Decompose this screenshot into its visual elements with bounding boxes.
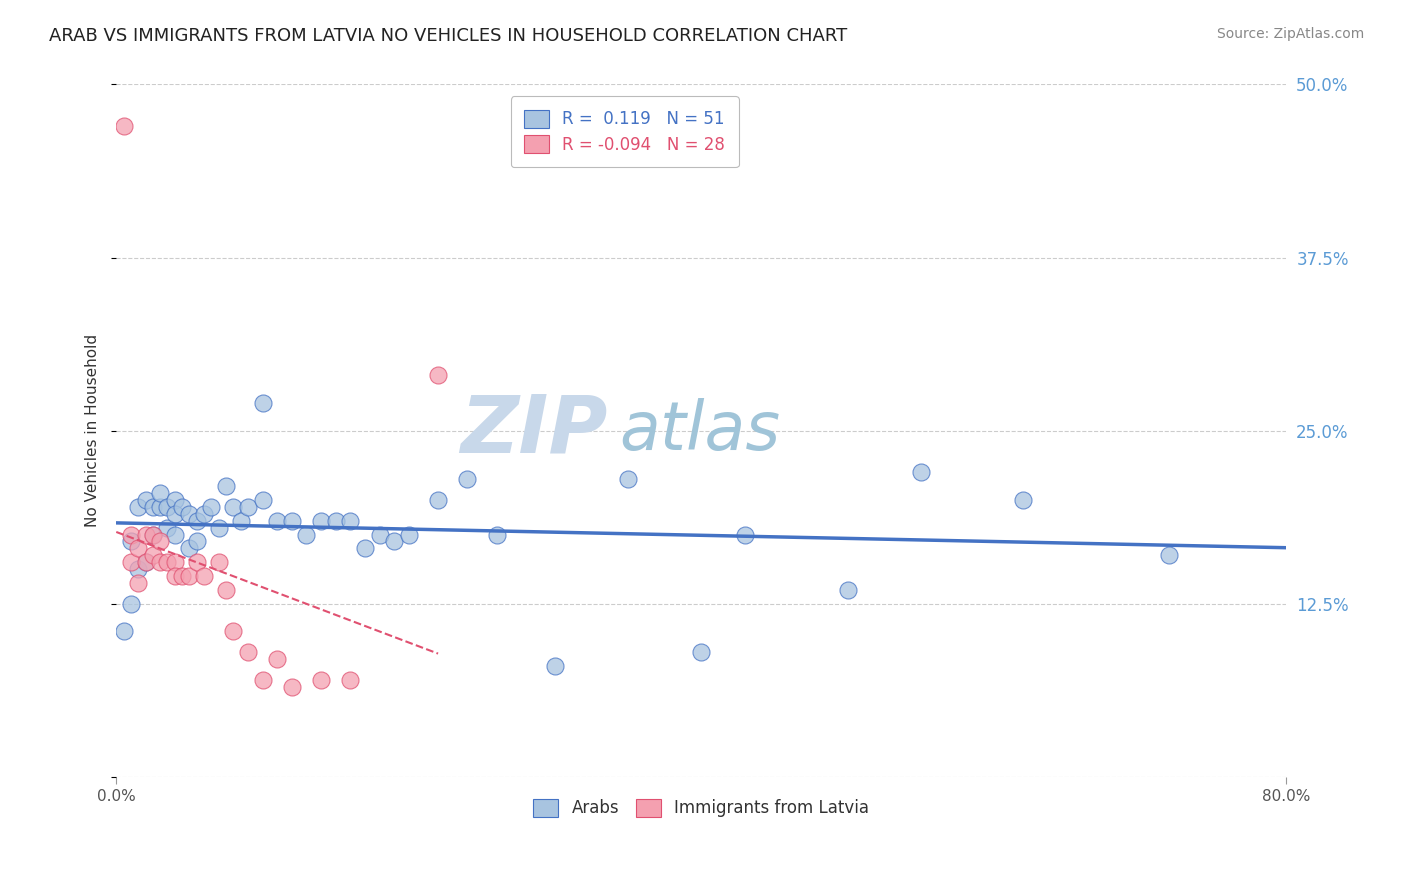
Point — [120, 534, 142, 549]
Point — [252, 673, 274, 687]
Point — [149, 486, 172, 500]
Point — [368, 527, 391, 541]
Point — [309, 514, 332, 528]
Y-axis label: No Vehicles in Household: No Vehicles in Household — [86, 334, 100, 527]
Point — [252, 396, 274, 410]
Point — [179, 507, 201, 521]
Point — [163, 507, 186, 521]
Point — [266, 514, 288, 528]
Text: ARAB VS IMMIGRANTS FROM LATVIA NO VEHICLES IN HOUSEHOLD CORRELATION CHART: ARAB VS IMMIGRANTS FROM LATVIA NO VEHICL… — [49, 27, 848, 45]
Point — [149, 555, 172, 569]
Point — [281, 514, 304, 528]
Point — [179, 541, 201, 556]
Point — [734, 527, 756, 541]
Point — [398, 527, 420, 541]
Point — [544, 659, 567, 673]
Point — [325, 514, 347, 528]
Point — [193, 507, 215, 521]
Point — [339, 514, 361, 528]
Point — [127, 541, 149, 556]
Point — [215, 479, 238, 493]
Point — [186, 555, 208, 569]
Point — [309, 673, 332, 687]
Point — [156, 500, 179, 514]
Point — [163, 569, 186, 583]
Point — [135, 492, 157, 507]
Point — [149, 534, 172, 549]
Point — [142, 500, 165, 514]
Text: Source: ZipAtlas.com: Source: ZipAtlas.com — [1216, 27, 1364, 41]
Point — [208, 555, 231, 569]
Point — [837, 582, 859, 597]
Point — [186, 514, 208, 528]
Point — [252, 492, 274, 507]
Point — [354, 541, 377, 556]
Point — [215, 582, 238, 597]
Point — [156, 520, 179, 534]
Point — [266, 652, 288, 666]
Point — [222, 624, 245, 639]
Point — [135, 555, 157, 569]
Point — [222, 500, 245, 514]
Point — [229, 514, 252, 528]
Point — [142, 549, 165, 563]
Point — [427, 368, 450, 383]
Point — [485, 527, 508, 541]
Point — [112, 119, 135, 133]
Point — [163, 527, 186, 541]
Point — [120, 527, 142, 541]
Point — [179, 569, 201, 583]
Point — [127, 500, 149, 514]
Point — [1159, 549, 1181, 563]
Legend: Arabs, Immigrants from Latvia: Arabs, Immigrants from Latvia — [527, 792, 876, 824]
Point — [120, 597, 142, 611]
Point — [172, 569, 194, 583]
Point — [200, 500, 222, 514]
Point — [456, 472, 478, 486]
Point — [112, 624, 135, 639]
Point — [135, 527, 157, 541]
Point — [135, 555, 157, 569]
Point — [193, 569, 215, 583]
Point — [236, 645, 259, 659]
Point — [208, 520, 231, 534]
Point — [617, 472, 640, 486]
Point — [142, 527, 165, 541]
Text: atlas: atlas — [620, 398, 780, 464]
Point — [295, 527, 318, 541]
Point — [127, 562, 149, 576]
Point — [163, 492, 186, 507]
Point — [163, 555, 186, 569]
Point — [149, 500, 172, 514]
Point — [690, 645, 713, 659]
Point — [142, 527, 165, 541]
Point — [910, 465, 932, 479]
Text: ZIP: ZIP — [460, 392, 607, 470]
Point — [156, 555, 179, 569]
Point — [427, 492, 450, 507]
Point — [120, 555, 142, 569]
Point — [339, 673, 361, 687]
Point — [1012, 492, 1035, 507]
Point — [281, 680, 304, 694]
Point — [382, 534, 405, 549]
Point — [127, 576, 149, 591]
Point — [186, 534, 208, 549]
Point — [172, 500, 194, 514]
Point — [236, 500, 259, 514]
